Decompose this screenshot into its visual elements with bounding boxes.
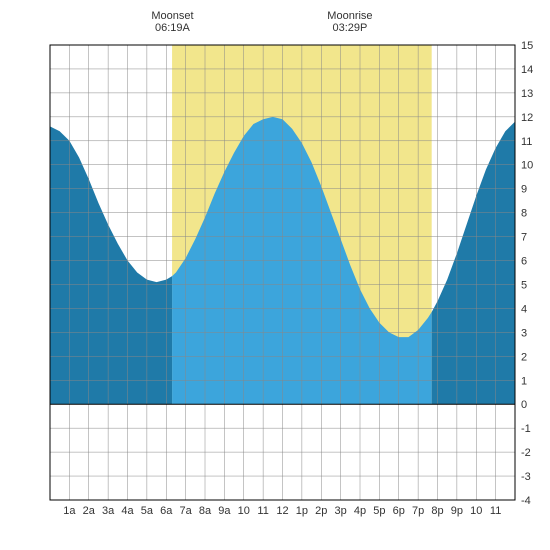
svg-text:3p: 3p	[335, 505, 347, 517]
svg-text:7: 7	[521, 232, 527, 244]
svg-text:15: 15	[521, 40, 533, 52]
svg-text:6a: 6a	[160, 505, 173, 517]
svg-text:7a: 7a	[180, 505, 193, 517]
svg-text:12: 12	[276, 505, 288, 517]
svg-text:2p: 2p	[315, 505, 327, 517]
svg-text:11: 11	[490, 505, 501, 517]
svg-text:2a: 2a	[83, 505, 96, 517]
svg-text:9: 9	[521, 184, 527, 196]
svg-text:-1: -1	[521, 423, 531, 435]
svg-text:10: 10	[470, 505, 482, 517]
moonset-label: Moonset 06:19A	[151, 10, 193, 34]
svg-text:5: 5	[521, 279, 527, 291]
moonset-time: 06:19A	[151, 22, 193, 34]
svg-text:8a: 8a	[199, 505, 212, 517]
svg-text:4p: 4p	[354, 505, 366, 517]
svg-text:11: 11	[257, 505, 268, 517]
svg-text:10: 10	[238, 505, 250, 517]
svg-text:5a: 5a	[141, 505, 154, 517]
svg-text:12: 12	[521, 112, 533, 124]
svg-text:5p: 5p	[373, 505, 385, 517]
svg-text:9a: 9a	[218, 505, 231, 517]
svg-text:3: 3	[521, 327, 527, 339]
svg-text:-3: -3	[521, 471, 531, 483]
svg-text:4a: 4a	[121, 505, 134, 517]
svg-text:9p: 9p	[451, 505, 463, 517]
svg-text:13: 13	[521, 88, 533, 100]
moonrise-title: Moonrise	[327, 10, 372, 22]
svg-text:8: 8	[521, 208, 527, 220]
svg-text:3a: 3a	[102, 505, 115, 517]
moon-event-labels: Moonset 06:19A Moonrise 03:29P	[10, 10, 540, 40]
svg-text:-2: -2	[521, 447, 531, 459]
svg-text:-4: -4	[521, 495, 531, 507]
svg-text:0: 0	[521, 399, 527, 411]
svg-text:7p: 7p	[412, 505, 424, 517]
moonrise-time: 03:29P	[327, 22, 372, 34]
svg-text:1a: 1a	[63, 505, 76, 517]
svg-text:4: 4	[521, 303, 527, 315]
chart-svg: -4-3-2-101234567891011121314151a2a3a4a5a…	[10, 10, 540, 540]
svg-text:14: 14	[521, 64, 533, 76]
moonset-title: Moonset	[151, 10, 193, 22]
svg-text:11: 11	[521, 136, 532, 148]
moonrise-label: Moonrise 03:29P	[327, 10, 372, 34]
svg-text:1: 1	[521, 375, 527, 387]
svg-text:6p: 6p	[393, 505, 405, 517]
svg-text:8p: 8p	[431, 505, 443, 517]
svg-text:6: 6	[521, 256, 527, 268]
svg-text:2: 2	[521, 351, 527, 363]
svg-text:1p: 1p	[296, 505, 308, 517]
tide-chart: Moonset 06:19A Moonrise 03:29P -4 -3 -2 -1 0…	[10, 10, 540, 540]
svg-text:10: 10	[521, 160, 533, 172]
